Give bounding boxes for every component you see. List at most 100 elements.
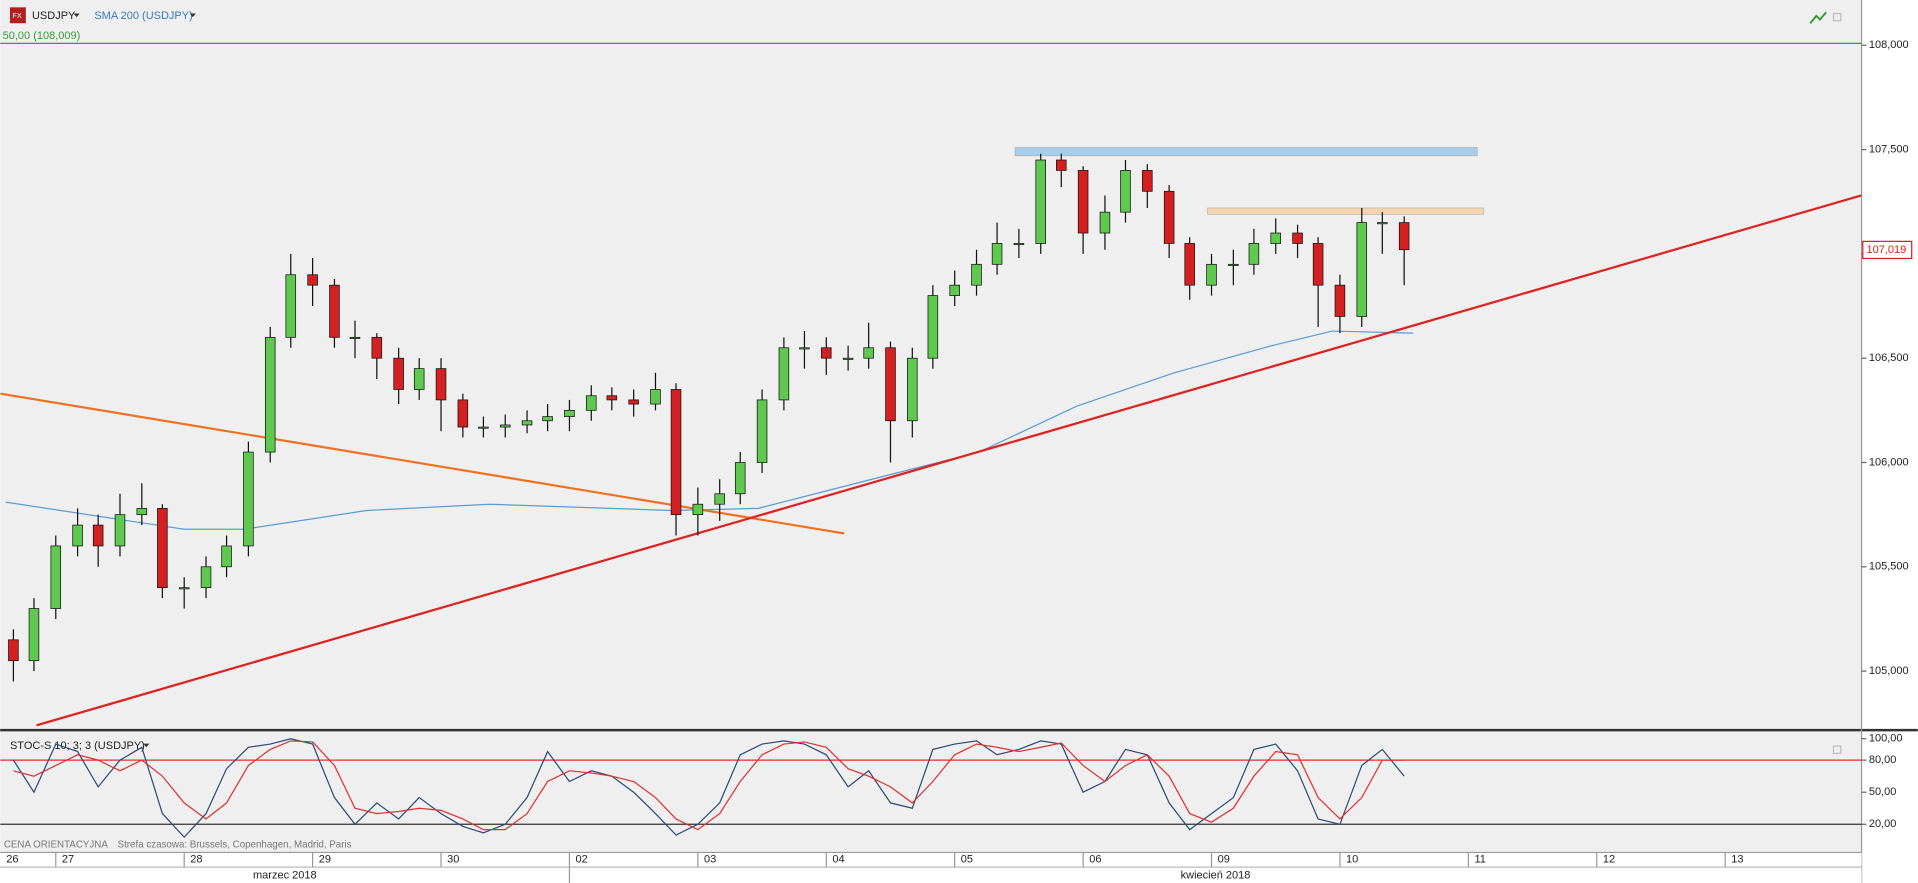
x-tick-label: 11	[1474, 854, 1485, 866]
last-price-label: 107,019	[1866, 244, 1906, 256]
candle-body	[1077, 170, 1089, 234]
stoch-tick-label: 80,00	[1869, 754, 1897, 766]
month-label: kwiecień 2018	[1181, 870, 1251, 882]
candle-body	[692, 503, 704, 516]
candle-body	[1228, 263, 1239, 266]
candle-body	[1142, 170, 1153, 192]
fx-icon-label: FX	[12, 11, 21, 20]
stoch-tick-label: 20,00	[1869, 818, 1897, 830]
zone	[1014, 147, 1478, 157]
candle-body	[1206, 263, 1217, 286]
candle-body	[949, 284, 960, 296]
price-axis	[1861, 0, 1918, 883]
candle-body	[991, 243, 1003, 265]
x-tick-label: 05	[961, 854, 973, 866]
candle-body	[1056, 159, 1067, 171]
candle-body	[371, 336, 383, 359]
indicator-name[interactable]: SMA 200 (USDJPY)	[94, 10, 192, 22]
candle-body	[1099, 211, 1111, 234]
candle-body	[393, 357, 404, 390]
candle-body	[734, 462, 746, 495]
stoch-line	[13, 740, 1405, 831]
x-tick-label: 27	[62, 854, 74, 866]
fx-icon[interactable]	[9, 7, 26, 24]
candle-body	[1163, 190, 1175, 244]
axes: 108,000107,500107,000106,500106,000105,5…	[6, 39, 1913, 883]
candle-body	[1334, 284, 1346, 317]
candle-body	[1312, 243, 1324, 286]
y-tick-label: 107,500	[1869, 143, 1909, 155]
x-tick-label: 04	[832, 854, 844, 866]
candle-body	[971, 263, 982, 286]
candle-body	[307, 274, 318, 286]
y-tick-label: 105,000	[1869, 665, 1909, 677]
y-tick-label: 108,000	[1869, 39, 1909, 51]
trendline	[0, 392, 845, 535]
stoch-tick-label: 50,00	[1869, 786, 1897, 798]
candle-body	[606, 395, 618, 401]
candle-body	[542, 416, 553, 422]
symbol[interactable]: USDJPY	[32, 10, 76, 22]
candle-body	[72, 524, 83, 547]
sma-line	[5, 330, 1414, 530]
candle-body	[1184, 243, 1195, 286]
candle-body	[650, 389, 661, 405]
x-tick-label: 26	[6, 854, 18, 866]
candle-body	[221, 545, 232, 568]
candle-body	[842, 357, 854, 360]
indicator-dropdown[interactable]	[189, 13, 196, 18]
candle-body	[756, 399, 768, 463]
candle-body	[200, 566, 212, 589]
footer-timezone: Strefa czasowa: Brussels, Copenhagen, Ma…	[118, 840, 352, 851]
candle-body	[778, 347, 790, 401]
candle-body	[1356, 222, 1368, 317]
candle-body	[243, 451, 254, 547]
x-tick-label: 13	[1731, 854, 1743, 866]
level-label: 50,00 (108,009)	[3, 30, 81, 42]
candle-body	[50, 545, 62, 609]
candle-body	[714, 493, 725, 505]
candle-body	[285, 274, 297, 338]
candle-body	[863, 347, 874, 359]
y-tick-label: 106,000	[1869, 456, 1909, 468]
candle-body	[329, 284, 340, 338]
candle-body	[1398, 222, 1410, 251]
maximize-icon[interactable]	[1832, 12, 1842, 22]
candle-body	[478, 426, 489, 429]
candle-body	[799, 347, 810, 350]
candle-body	[1270, 232, 1281, 244]
candle-body	[1377, 222, 1388, 225]
candle-body	[885, 347, 896, 422]
candle-body	[28, 608, 40, 662]
candle-body	[821, 347, 832, 359]
candle-body	[457, 399, 469, 428]
y-tick-label: 105,500	[1869, 561, 1909, 573]
candle-body	[157, 508, 168, 589]
candle-body	[499, 424, 511, 428]
stoch-plot	[0, 738, 1862, 839]
candle-body	[136, 508, 148, 516]
symbol-dropdown[interactable]	[73, 13, 80, 18]
candle-body	[1013, 243, 1025, 246]
footer-price: CENA ORIENTACYJNA	[4, 840, 108, 851]
candle-body	[927, 295, 939, 359]
candle-body	[670, 389, 682, 516]
candle-body	[92, 524, 104, 547]
trend-icon[interactable]	[1809, 11, 1827, 24]
candle-body	[8, 639, 19, 662]
x-tick-label: 28	[190, 854, 202, 866]
candle-body	[114, 514, 126, 547]
candle-body	[628, 399, 639, 405]
candle-body	[435, 368, 447, 401]
x-tick-label: 02	[576, 854, 588, 866]
zone	[1207, 207, 1485, 215]
date-axis	[0, 852, 1862, 883]
y-tick-label: 106,500	[1869, 352, 1909, 364]
stoch-maximize[interactable]	[1832, 745, 1842, 754]
stoch-line	[12, 738, 1405, 839]
stoch-dropdown[interactable]	[143, 743, 150, 748]
trendline	[36, 194, 1862, 727]
x-tick-label: 09	[1218, 854, 1230, 866]
